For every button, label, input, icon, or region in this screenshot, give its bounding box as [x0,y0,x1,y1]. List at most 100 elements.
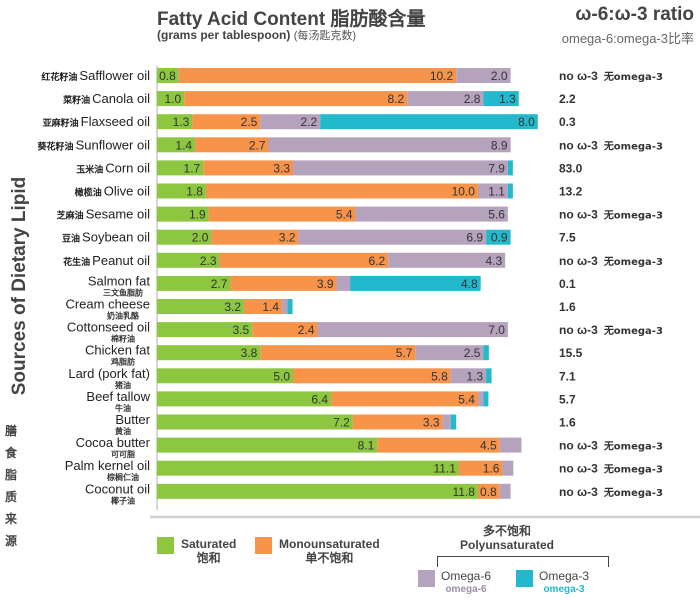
value-label-saturated-palm-kernel-oil: 11.1 [433,462,456,476]
bar-omega6-cream-cheese [282,299,288,314]
bar-saturated-canola-oil [157,91,185,107]
bar-omega3-beef-tallow [483,391,489,407]
bar-omega6-sunflower-oil [268,137,511,153]
value-label-saturated-lard-pork-fat: 5.0 [273,369,290,383]
bar-monounsaturated-peanut-oil [219,252,389,268]
category-label-cn-chicken-fat: 鸡脂肪 [110,357,135,367]
legend-saturated-label: Saturated 饱和 [181,537,236,565]
bar-monounsaturated-canola-oil [184,91,408,107]
ratio-value-canola-oil: 2.2 [559,92,576,106]
category-label-en-soybean-oil: Soybean oil [82,230,150,245]
bar-monounsaturated-sesame-oil [208,206,356,222]
bar-omega3-soybean-oil [486,229,511,245]
bar-saturated-salmon-fat [157,275,231,291]
bar-monounsaturated-soybean-oil [211,229,299,245]
ratio-note-cn-palm-kernel-oil: 无omega-3 [603,464,663,476]
ratio-column-subtitle: omega-6:omega-3比率 [561,31,694,46]
value-label-saturated-salmon-fat: 2.7 [211,277,228,291]
legend-monounsaturated: Monounsaturated 单不饱和 [255,537,380,565]
legend-omega6: Omega-6 omega-6 [418,570,491,596]
bar-omega6-palm-kernel-oil [502,460,514,476]
value-label-monounsaturated-chicken-fat: 5.7 [396,346,413,360]
value-label-monounsaturated-peanut-oil: 6.2 [369,254,386,268]
bar-omega6-peanut-oil [388,252,506,268]
ratio-value-peanut-oil: no ω-3 无omega-3 [559,254,663,268]
value-label-omega6-olive-oil: 1.1 [488,185,505,199]
category-label-cn-cocoa-butter: 可可脂 [111,449,135,459]
bar-saturated-lard-pork-fat [157,368,293,384]
bar-monounsaturated-cocoa-butter [377,437,500,453]
category-label-safflower-oil: 红花籽油 Safflower oil [41,68,150,83]
value-label-saturated-chicken-fat: 3.8 [241,346,258,360]
ratio-value-text-butter: 1.6 [559,416,576,430]
value-label-omega6-flaxseed-oil: 2.2 [301,115,318,129]
legend-omega6-label: Omega-6 omega-6 [441,570,491,596]
value-label-monounsaturated-cocoa-butter: 4.5 [480,439,497,453]
category-label-sunflower-oil: 葵花籽油 Sunflower oil [37,137,151,152]
value-label-saturated-peanut-oil: 2.3 [200,254,217,268]
ratio-value-text-cottonseed-oil: no ω-3 [559,323,598,337]
ratio-value-sunflower-oil: no ω-3 无omega-3 [559,138,663,152]
ratio-note-cn-cottonseed-oil: 无omega-3 [603,325,663,337]
category-label-en-cottonseed-oil: Cottonseed oil [67,320,150,335]
bar-omega6-sesame-oil [355,206,508,222]
value-label-omega6-soybean-oil: 6.9 [466,231,483,245]
value-label-omega6-chicken-fat: 2.5 [464,346,481,360]
category-label-cn-canola-oil: 菜籽油 [62,94,90,106]
ratio-value-text-soybean-oil: 7.5 [559,231,576,245]
value-label-omega6-canola-oil: 2.8 [464,92,481,106]
category-label-cn-lard-pork-fat: 猪油 [114,380,131,390]
bar-saturated-safflower-oil [157,68,179,83]
category-label-cn-cream-cheese: 奶油乳酪 [107,311,140,321]
value-label-saturated-sunflower-oil: 1.4 [175,138,192,152]
bar-omega6-soybean-oil [298,229,487,245]
bar-omega3-flaxseed-oil [320,114,538,130]
category-label-sesame-oil: 芝麻油 Sesame oil [57,207,150,222]
bar-omega6-canola-oil [407,91,484,107]
bar-omega6-corn-oil [293,160,508,176]
bar-saturated-flaxseed-oil [157,114,193,130]
category-label-cn-safflower-oil: 红花籽油 [41,71,77,83]
ratio-note-cn-coconut-oil: 无omega-3 [603,487,663,499]
category-label-corn-oil: 玉米油 Corn oil [76,160,150,175]
legend-polyunsaturated-cn: 多不饱和 [482,524,531,538]
bar-monounsaturated-lard-pork-fat [293,368,451,384]
value-label-omega6-corn-oil: 7.9 [488,161,505,175]
category-label-en-olive-oil: Olive oil [104,184,150,199]
bar-saturated-cottonseed-oil [157,322,253,338]
bar-saturated-olive-oil [157,183,206,199]
ratio-column-title: ω-6:ω-3 ratio [575,4,694,25]
ratio-value-cream-cheese: 1.6 [559,300,576,314]
category-label-cn-coconut-oil: 椰子油 [111,495,135,505]
ratio-value-text-cream-cheese: 1.6 [559,300,576,314]
bar-saturated-peanut-oil [157,252,220,268]
legend-saturated-en: Saturated [181,537,237,551]
bar-omega3-lard-pork-fat [486,368,492,384]
bar-monounsaturated-butter [352,414,443,430]
legend-omega6-swatch [418,570,435,587]
value-label-saturated-corn-oil: 1.7 [184,161,201,175]
ratio-value-text-flaxseed-oil: 0.3 [559,115,576,129]
category-label-en-cocoa-butter: Cocoa butter [76,435,151,450]
category-label-peanut-oil: 花生油 Peanut oil [63,253,150,268]
ratio-value-cottonseed-oil: no ω-3 无omega-3 [559,323,663,337]
category-label-en-coconut-oil: Coconut oil [85,481,150,496]
category-label-en-canola-oil: Canola oil [92,91,150,106]
bar-omega3-cream-cheese [287,299,293,314]
bar-monounsaturated-corn-oil [203,160,293,176]
value-label-omega6-sesame-oil: 5.6 [488,208,505,222]
category-label-en-flaxseed-oil: Flaxseed oil [81,114,150,129]
bar-omega6-butter [442,414,451,430]
category-label-soybean-oil: 豆油 Soybean oil [62,230,150,245]
bar-omega3-corn-oil [507,160,513,176]
value-label-saturated-flaxseed-oil: 1.3 [173,115,190,129]
ratio-value-text-canola-oil: 2.2 [559,92,576,106]
bar-omega3-chicken-fat [483,345,489,361]
value-label-monounsaturated-coconut-oil: 0.8 [480,485,497,499]
ratio-value-soybean-oil: 7.5 [559,231,576,245]
bar-saturated-sesame-oil [157,206,209,222]
bar-monounsaturated-beef-tallow [331,391,478,407]
category-label-cn-flaxseed-oil: 亚麻籽油 [43,117,79,129]
ratio-value-text-lard-pork-fat: 7.1 [559,369,576,383]
